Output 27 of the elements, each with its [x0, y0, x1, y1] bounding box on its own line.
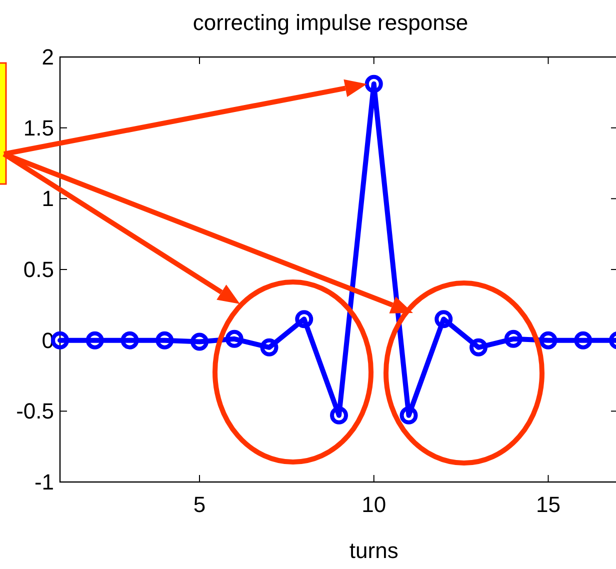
y-tick-label: -0.5	[16, 398, 54, 424]
point	[120, 331, 139, 350]
x-tick-label: 5	[193, 492, 206, 517]
point	[434, 310, 453, 328]
y-tick-label: 1.5	[23, 115, 54, 140]
x-tick-label: 15	[536, 492, 560, 517]
point	[51, 331, 69, 350]
point	[260, 338, 278, 356]
point	[364, 74, 383, 93]
point	[86, 331, 104, 350]
point	[295, 310, 314, 328]
y-tick-label: 2	[42, 44, 54, 70]
point	[470, 338, 488, 356]
point	[574, 331, 592, 350]
x-tick-label: 10	[362, 492, 386, 517]
point	[504, 330, 522, 348]
y-tick-label: -1	[34, 470, 54, 494]
point	[156, 331, 174, 350]
point	[400, 406, 418, 424]
y-tick-label: 0.5	[23, 257, 54, 282]
x-axis-title: turns	[349, 538, 398, 563]
point	[190, 332, 208, 351]
chart-title: correcting impulse response	[192, 10, 468, 35]
point	[225, 330, 244, 348]
point	[330, 406, 348, 424]
point	[539, 331, 558, 350]
y-tick-label: 1	[42, 186, 54, 212]
